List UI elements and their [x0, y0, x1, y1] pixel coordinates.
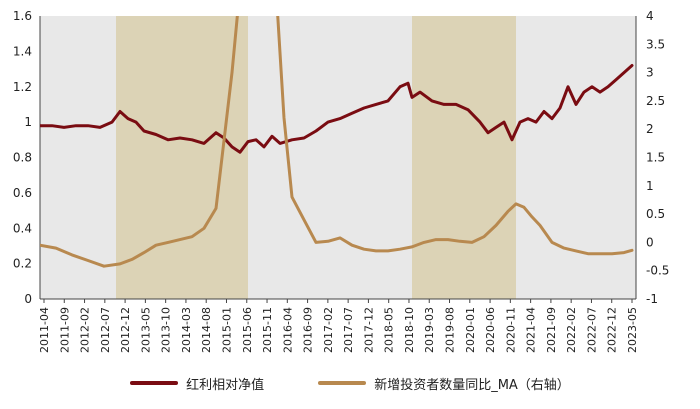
- left-tick-label: 1: [24, 115, 32, 129]
- x-tick-label: 2014-08: [200, 307, 213, 353]
- legend-item-series-2: 新增投资者数量同比_MA（右轴）: [318, 374, 570, 393]
- x-tick-label: 2015-06: [241, 307, 254, 353]
- right-tick-label: 4: [646, 9, 654, 23]
- left-tick-label: 1.2: [13, 80, 32, 94]
- x-tick-label: 2011-09: [58, 307, 71, 353]
- x-tick-label: 2022-12: [606, 307, 619, 353]
- x-tick-label: 2016-04: [281, 307, 294, 353]
- right-tick-label: 1: [646, 179, 654, 193]
- legend-label-series-1: 红利相对净值: [186, 377, 265, 393]
- right-tick-label: -1: [646, 292, 658, 306]
- left-tick-label: 0.4: [13, 221, 32, 235]
- x-tick-label: 2012-02: [79, 307, 92, 353]
- x-tick-label: 2018-05: [383, 307, 396, 353]
- right-tick-label: 0: [646, 235, 654, 249]
- right-tick-label: 3.5: [646, 37, 665, 51]
- right-y-axis: -1 -0.5 0 0.5 1 1.5 2 2.5 3 3.5 4: [635, 9, 669, 306]
- x-axis: 2011-04 2011-09 2012-02 2012-07 2012-12 2013-…: [38, 298, 639, 353]
- left-tick-label: 1.6: [13, 9, 32, 23]
- left-tick-label: 0.6: [13, 186, 32, 200]
- x-tick-label: 2022-02: [565, 307, 578, 353]
- shaded-region-2: [412, 16, 516, 299]
- right-tick-label: 2.5: [646, 94, 665, 108]
- x-tick-label: 2017-02: [322, 307, 335, 353]
- shaded-regions: [116, 16, 516, 299]
- legend: 红利相对净值 新增投资者数量同比_MA（右轴）: [0, 368, 700, 398]
- legend-swatch-series-1: [130, 381, 179, 385]
- right-tick-label: -0.5: [646, 264, 669, 278]
- x-tick-label: 2021-04: [525, 307, 538, 353]
- left-tick-label: 0.2: [13, 257, 32, 271]
- right-tick-label: 2: [646, 122, 654, 136]
- right-tick-label: 3: [646, 66, 654, 80]
- series-line-1: [40, 64, 634, 154]
- x-tick-label: 2015-11: [261, 307, 274, 353]
- right-tick-label: 0.5: [646, 207, 665, 221]
- x-tick-label: 2019-08: [444, 307, 457, 353]
- x-tick-label: 2018-10: [403, 307, 416, 353]
- x-tick-label: 2021-09: [545, 307, 558, 353]
- series-line-2: [40, 16, 634, 268]
- x-tick-label: 2020-01: [464, 307, 477, 353]
- x-tick-label: 2015-01: [220, 307, 233, 353]
- x-tick-label: 2022-07: [585, 307, 598, 353]
- x-tick-label: 2017-07: [342, 307, 355, 353]
- legend-label-series-2: 新增投资者数量同比_MA（右轴）: [374, 377, 570, 393]
- shaded-region-1: [116, 16, 248, 299]
- x-tick-label: 2014-03: [180, 307, 193, 353]
- left-tick-label: 1.4: [13, 44, 32, 58]
- x-tick-label: 2013-10: [160, 307, 173, 353]
- x-tick-label: 2013-05: [139, 307, 152, 353]
- x-tick-label: 2016-09: [302, 307, 315, 353]
- right-tick-label: 1.5: [646, 151, 665, 165]
- left-y-axis: 0 0.2 0.4 0.6 0.8 1 1.2 1.4 1.6: [13, 9, 41, 306]
- x-tick-label: 2023-05: [626, 307, 639, 353]
- legend-swatch-series-2: [318, 381, 367, 385]
- x-tick-label: 2012-07: [99, 307, 112, 353]
- left-tick-label: 0.8: [13, 151, 32, 165]
- x-tick-label: 2012-12: [119, 307, 132, 353]
- x-tick-label: 2020-06: [484, 307, 497, 353]
- series-layer: [40, 16, 634, 268]
- x-tick-label: 2017-12: [362, 307, 375, 353]
- legend-item-series-1: 红利相对净值: [130, 374, 264, 393]
- left-tick-label: 0: [24, 292, 32, 306]
- x-tick-label: 2011-04: [38, 307, 51, 353]
- x-tick-label: 2020-11: [504, 307, 517, 353]
- x-tick-label: 2019-03: [423, 307, 436, 353]
